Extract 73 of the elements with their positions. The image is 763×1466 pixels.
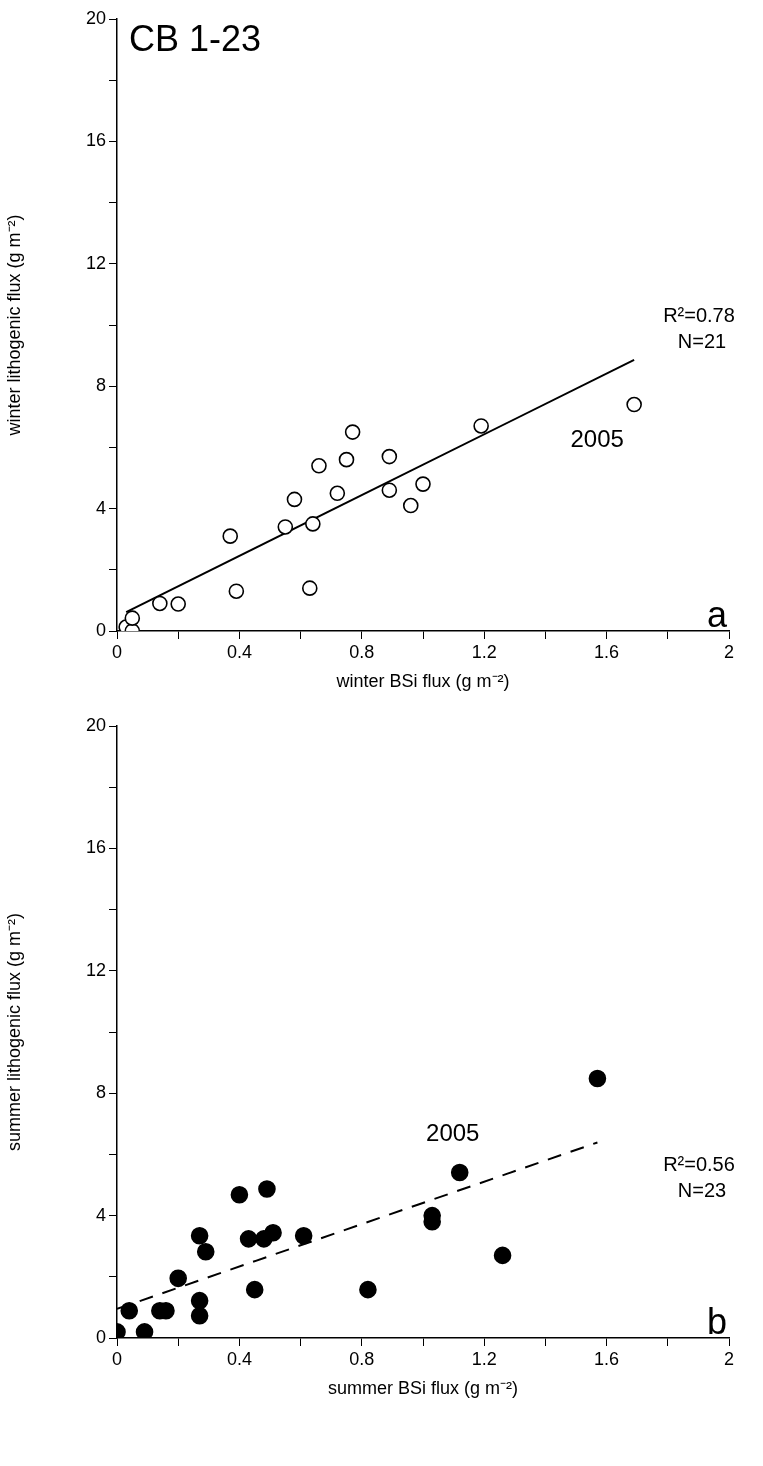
- x-tick-label: 1.2: [471, 641, 497, 662]
- chart-title: CB 1-23: [129, 17, 262, 59]
- annotation: N=23: [677, 1178, 727, 1201]
- x-tick-label: 2: [723, 641, 735, 662]
- x-tick-label: 0: [111, 1348, 123, 1369]
- y-axis-title: summer lithogenic flux (g m⁻²): [3, 912, 24, 1152]
- point: [169, 1269, 187, 1288]
- x-tick-label: 0: [111, 641, 123, 662]
- point: [359, 1280, 377, 1299]
- point: [190, 1227, 209, 1245]
- y-tick-label: 8: [95, 1082, 106, 1103]
- point: [135, 1323, 154, 1338]
- y-tick-label: 4: [95, 497, 106, 518]
- point: [381, 482, 398, 499]
- point: [493, 1246, 512, 1265]
- point: [588, 1069, 607, 1088]
- annotation: R²=0.78: [663, 303, 735, 326]
- point: [196, 1242, 215, 1261]
- point: [277, 519, 294, 535]
- y-tick-label: 16: [85, 837, 106, 858]
- x-tick-label: 0.8: [349, 1348, 375, 1369]
- y-tick-label: 8: [95, 375, 106, 396]
- annotation: b: [706, 1300, 727, 1342]
- point: [626, 396, 642, 413]
- x-axis-title: winter BSi flux (g m⁻²): [335, 671, 510, 692]
- annotation: 2005: [570, 425, 624, 453]
- y-axis-title: winter lithogenic flux (g m⁻²): [3, 214, 24, 437]
- point: [473, 418, 489, 434]
- point: [381, 448, 398, 465]
- point: [450, 1163, 469, 1182]
- x-tick-label: 0.4: [226, 641, 252, 662]
- y-tick-label: 16: [85, 130, 106, 151]
- point: [258, 1180, 276, 1198]
- point: [120, 1301, 139, 1320]
- point: [286, 491, 303, 508]
- x-tick-label: 0.4: [226, 1348, 252, 1369]
- x-tick-label: 1.2: [471, 1348, 497, 1369]
- point: [301, 580, 318, 596]
- point: [228, 583, 245, 600]
- point: [329, 485, 346, 502]
- y-tick-label: 20: [85, 714, 106, 735]
- point: [222, 528, 239, 544]
- annotation: R²=0.56: [663, 1152, 735, 1175]
- point: [311, 457, 327, 474]
- point: [294, 1227, 313, 1245]
- x-tick-label: 1.6: [594, 641, 620, 662]
- annotation: a: [706, 593, 728, 635]
- point: [305, 516, 321, 532]
- x-tick-label: 1.6: [594, 1348, 620, 1369]
- point: [415, 476, 431, 492]
- point: [245, 1280, 264, 1299]
- point: [124, 610, 141, 626]
- point: [344, 424, 361, 440]
- y-tick-label: 0: [95, 1326, 106, 1347]
- point: [402, 497, 419, 514]
- point: [152, 595, 168, 612]
- y-tick-label: 4: [95, 1204, 106, 1225]
- y-tick-label: 12: [85, 959, 106, 980]
- point: [239, 1230, 258, 1248]
- point: [190, 1306, 209, 1325]
- annotation: N=21: [677, 329, 727, 352]
- y-tick-label: 0: [95, 619, 106, 640]
- x-tick-label: 2: [723, 1348, 735, 1369]
- point: [170, 596, 186, 612]
- point: [338, 451, 355, 468]
- point: [230, 1185, 249, 1204]
- y-tick-label: 12: [85, 252, 106, 273]
- point: [264, 1223, 282, 1242]
- x-axis-title: summer BSi flux (g m⁻²): [327, 1378, 519, 1399]
- annotation: 2005: [426, 1119, 480, 1147]
- point: [190, 1291, 209, 1310]
- y-tick-label: 20: [85, 7, 106, 28]
- x-tick-label: 0.8: [349, 641, 375, 662]
